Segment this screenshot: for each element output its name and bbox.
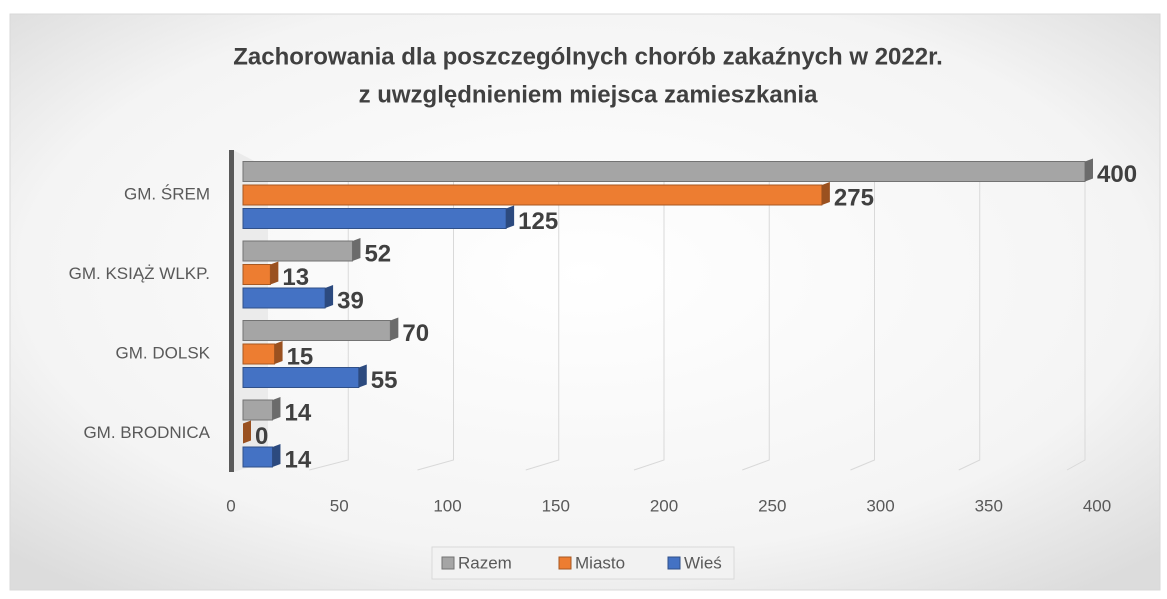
bar-end (270, 261, 279, 285)
x-tick-label: 400 (1083, 496, 1111, 515)
grid-line (525, 162, 560, 471)
legend-label: Wieś (684, 553, 722, 572)
grid-line (958, 162, 981, 471)
chart-title: Zachorowania dla poszczególnych chorób z… (233, 43, 943, 70)
legend-swatch (558, 556, 572, 570)
legend-box (431, 546, 735, 580)
bar (242, 264, 271, 285)
x-tick-label: 0 (226, 496, 235, 515)
x-tick-label: 300 (866, 496, 894, 515)
bar-end (358, 364, 367, 388)
data-label: 13 (282, 264, 309, 291)
data-label: 125 (518, 208, 558, 235)
grid-line (850, 162, 875, 471)
bar-end (325, 285, 334, 308)
grid-line (1066, 162, 1086, 471)
data-label: 14 (284, 446, 311, 473)
x-tick-label: 50 (330, 496, 349, 515)
grid-line (742, 162, 770, 471)
data-label: 15 (287, 343, 314, 370)
data-label: 14 (284, 399, 311, 426)
bar-end (390, 317, 399, 341)
bar (242, 399, 273, 421)
legend-label: Miasto (575, 553, 625, 572)
y-tick-label: GM. KSIĄŻ WLKP. (69, 264, 210, 283)
bar-end (272, 397, 281, 420)
grid-line (417, 162, 454, 471)
bar-end (274, 341, 283, 364)
data-label: 55 (371, 367, 398, 394)
bar (242, 343, 276, 365)
bar-end (352, 238, 361, 261)
bar-end (506, 205, 515, 229)
y-tick-label: GM. DOLSK (116, 343, 211, 362)
y-tick-label: GM. ŚREM (124, 184, 210, 203)
chart-area (9, 13, 1161, 591)
legend-label: Razem (458, 553, 512, 572)
data-label: 400 (1097, 161, 1137, 188)
data-label: 275 (834, 184, 874, 211)
legend-swatch (441, 556, 455, 570)
bar-end (1085, 158, 1093, 182)
bar (242, 367, 360, 388)
grid-line (633, 162, 665, 471)
x-tick-label: 150 (542, 496, 570, 515)
bar-end (243, 420, 251, 444)
side-wall (233, 150, 268, 472)
bar-end (272, 444, 281, 467)
data-label: 52 (364, 240, 391, 267)
bar (242, 320, 391, 341)
bar (242, 184, 823, 206)
y-tick-label: GM. BRODNICA (83, 423, 210, 442)
x-tick-label: 200 (650, 496, 678, 515)
bar (242, 446, 273, 468)
chart-title: z uwzględnieniem miejsca zamieszkania (359, 81, 819, 108)
bar (242, 287, 326, 309)
bar (242, 208, 507, 229)
data-label: 39 (337, 287, 364, 314)
x-tick-label: 350 (975, 496, 1003, 515)
bar-end (821, 182, 830, 205)
data-label: 0 (255, 423, 268, 450)
data-label: 70 (402, 320, 429, 347)
x-tick-label: 250 (758, 496, 786, 515)
legend-swatch (667, 556, 681, 570)
x-tick-label: 100 (433, 496, 461, 515)
bar (242, 161, 1086, 182)
axis-wall (229, 150, 234, 472)
bar (242, 240, 353, 262)
